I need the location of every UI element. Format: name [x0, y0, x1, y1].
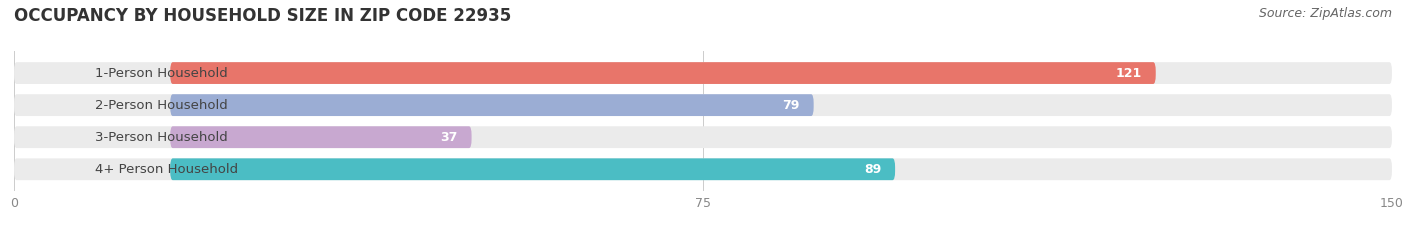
- Text: 3-Person Household: 3-Person Household: [96, 131, 228, 144]
- FancyBboxPatch shape: [14, 158, 1392, 180]
- Text: 1-Person Household: 1-Person Household: [96, 67, 228, 79]
- FancyBboxPatch shape: [14, 94, 1392, 116]
- Text: 2-Person Household: 2-Person Household: [96, 99, 228, 112]
- Text: 79: 79: [783, 99, 800, 112]
- FancyBboxPatch shape: [14, 62, 1392, 84]
- FancyBboxPatch shape: [170, 158, 896, 180]
- FancyBboxPatch shape: [170, 126, 471, 148]
- Text: 4+ Person Household: 4+ Person Household: [96, 163, 239, 176]
- FancyBboxPatch shape: [170, 94, 814, 116]
- Text: 37: 37: [440, 131, 458, 144]
- Text: 121: 121: [1116, 67, 1142, 79]
- Text: Source: ZipAtlas.com: Source: ZipAtlas.com: [1258, 7, 1392, 20]
- FancyBboxPatch shape: [14, 126, 1392, 148]
- Text: 89: 89: [865, 163, 882, 176]
- Text: OCCUPANCY BY HOUSEHOLD SIZE IN ZIP CODE 22935: OCCUPANCY BY HOUSEHOLD SIZE IN ZIP CODE …: [14, 7, 512, 25]
- FancyBboxPatch shape: [170, 62, 1156, 84]
